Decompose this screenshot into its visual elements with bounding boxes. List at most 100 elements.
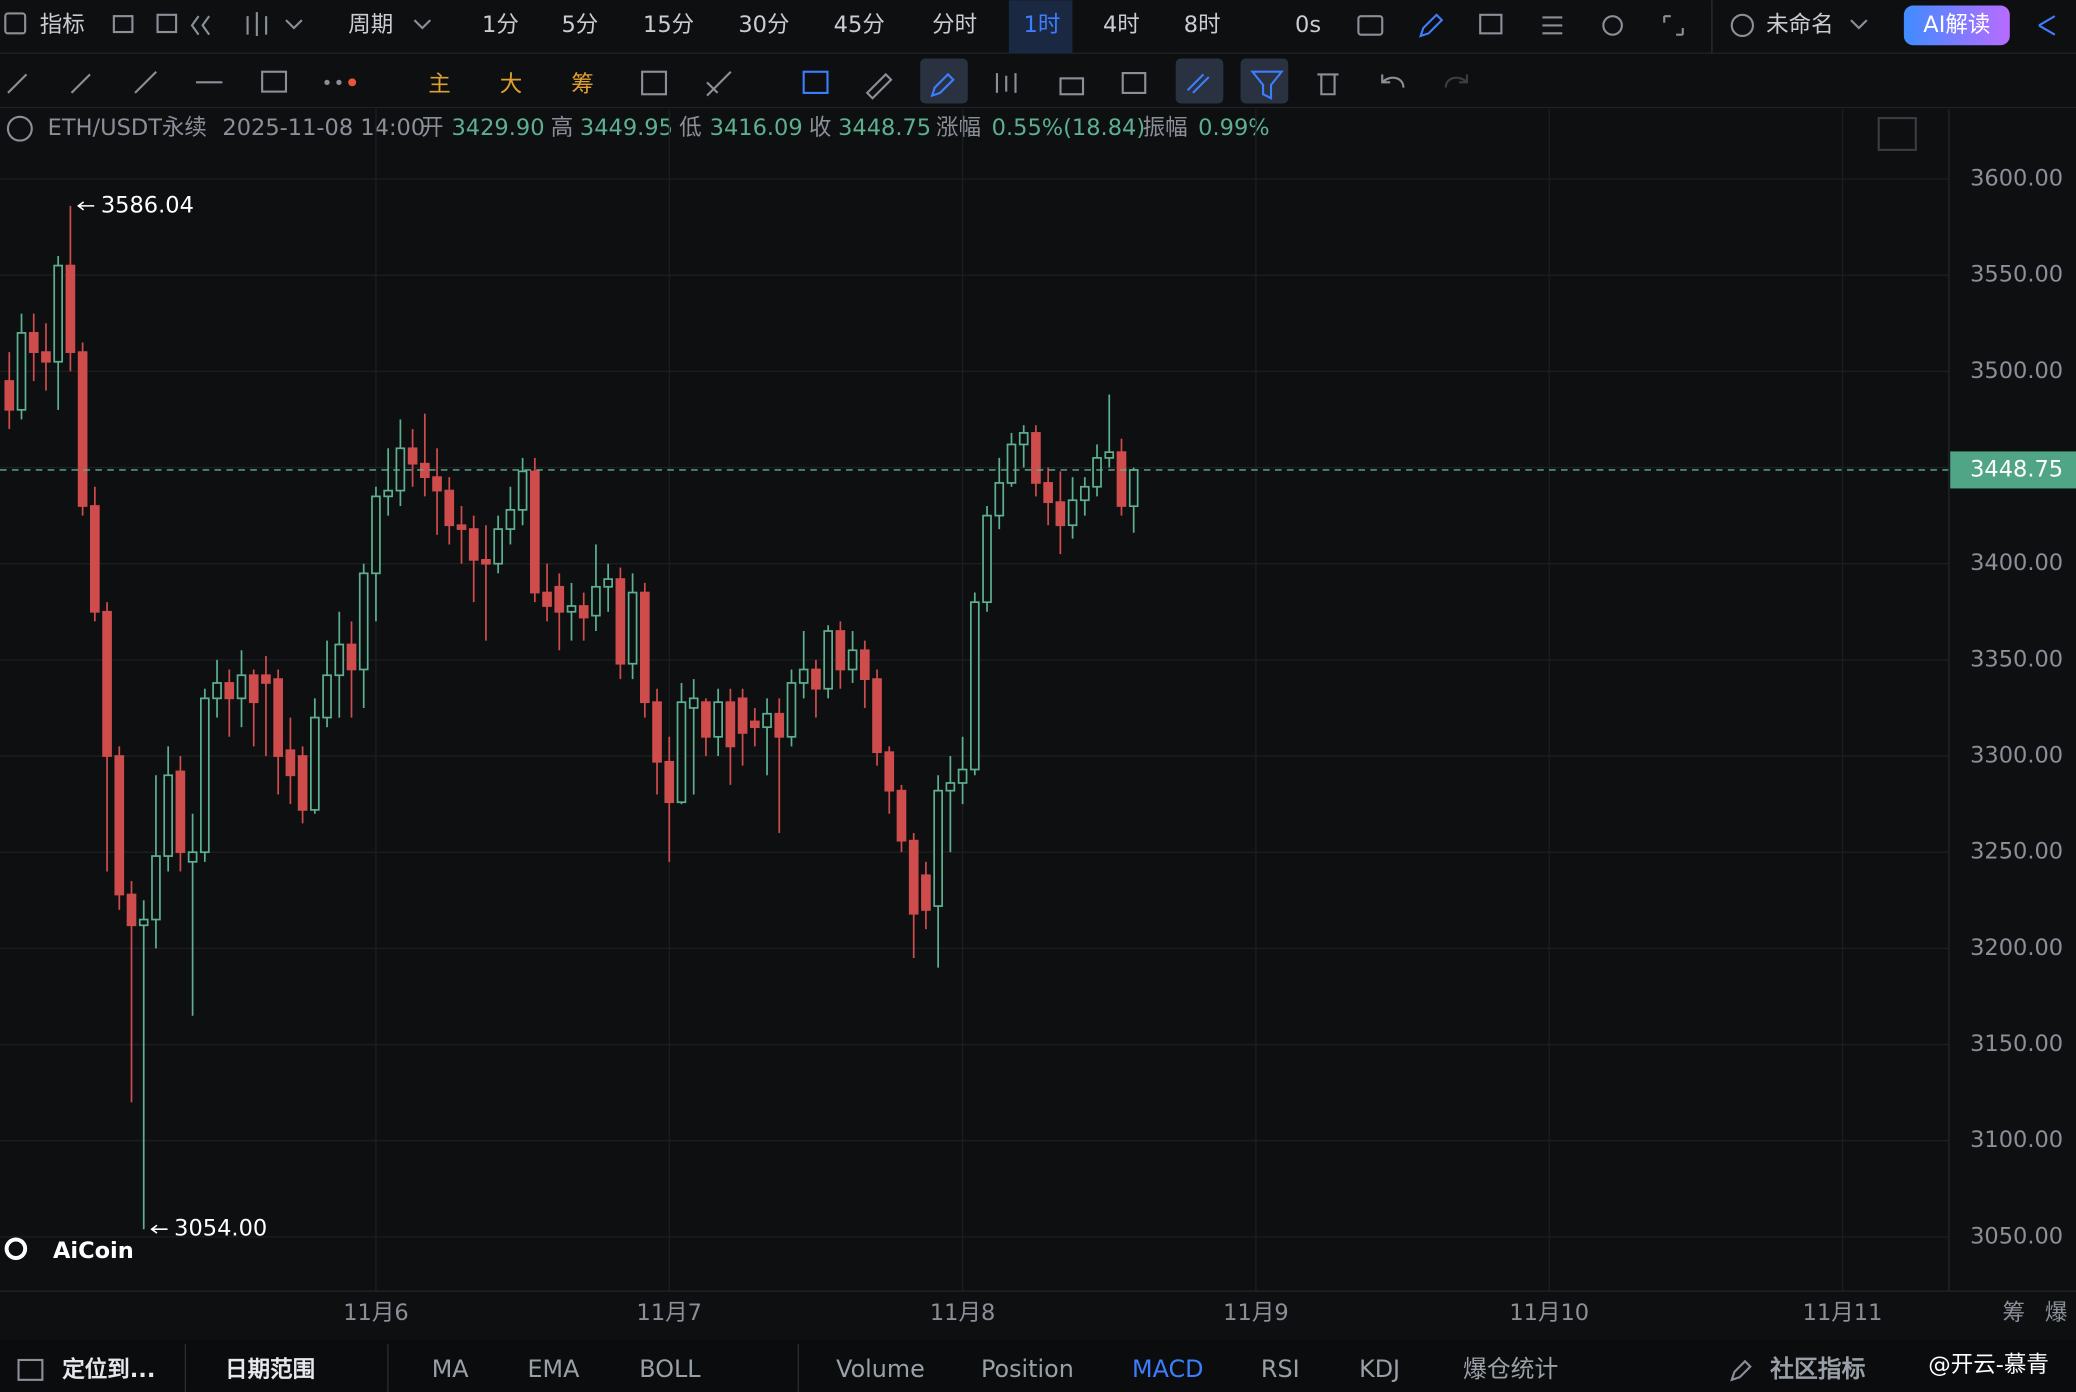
locate-button[interactable]: 定位到... — [62, 1356, 155, 1383]
icon[interactable] — [246, 12, 268, 36]
chevron[interactable] — [1850, 19, 1868, 30]
tool-chip[interactable]: 筹 — [571, 71, 594, 97]
candle-body — [248, 674, 259, 704]
icon[interactable] — [190, 15, 211, 36]
interval[interactable]: 8时 — [1184, 12, 1221, 38]
icon[interactable] — [156, 13, 178, 34]
dot — [324, 79, 330, 85]
icon[interactable] — [1542, 16, 1563, 35]
icon[interactable] — [995, 73, 1017, 93]
pen-icon[interactable] — [930, 72, 955, 98]
candle-body — [346, 643, 357, 671]
candle-body — [725, 701, 736, 748]
interval[interactable]: 1分 — [482, 12, 519, 38]
community-button[interactable]: 社区指标 — [1770, 1355, 1865, 1383]
icon[interactable] — [112, 15, 134, 34]
interval[interactable]: 45分 — [834, 12, 885, 38]
tool-big[interactable]: 大 — [500, 71, 523, 97]
icon[interactable] — [285, 19, 303, 30]
icon[interactable] — [802, 70, 829, 94]
candle-body — [1104, 451, 1115, 459]
share-icon[interactable] — [2038, 15, 2056, 36]
icon[interactable] — [706, 70, 732, 97]
filter-icon[interactable] — [1250, 70, 1284, 100]
candle-body — [957, 768, 968, 784]
tool-main[interactable]: 主 — [428, 71, 451, 97]
credit: @开云-慕青 — [1928, 1352, 2049, 1378]
indicator-tab[interactable]: RSI — [1261, 1355, 1300, 1383]
candle-body — [236, 674, 247, 700]
ai-button[interactable] — [1903, 5, 2010, 46]
interval[interactable]: 15分 — [643, 12, 694, 38]
fullscreen-icon[interactable] — [1663, 15, 1684, 36]
magnet-icon[interactable] — [1186, 73, 1210, 94]
candle-body — [53, 264, 64, 363]
interval-active[interactable]: 1时 — [1024, 12, 1061, 38]
candle-body — [529, 470, 540, 594]
candle-body — [542, 591, 552, 607]
indicator-tab[interactable]: Volume — [836, 1355, 925, 1383]
line-tools[interactable] — [7, 70, 223, 94]
indicator-tab-active[interactable]: MACD — [1132, 1355, 1203, 1383]
settings-icon[interactable] — [1602, 15, 1623, 36]
collapse-icon[interactable] — [6, 115, 33, 142]
candle-body — [41, 351, 51, 363]
candle-body — [273, 678, 284, 757]
ai-button-label[interactable]: AI解读 — [1923, 12, 1990, 38]
candle-body — [811, 668, 821, 690]
icon[interactable] — [1479, 13, 1503, 35]
candle-body — [615, 578, 626, 665]
candle-body — [187, 851, 198, 863]
indicator-tab[interactable]: KDJ — [1359, 1355, 1400, 1383]
undo-icon[interactable] — [1381, 74, 1405, 88]
locate-icon[interactable] — [17, 1358, 44, 1381]
interval[interactable]: 5分 — [561, 12, 598, 38]
indicator-tab[interactable]: MA — [432, 1355, 470, 1383]
icon[interactable] — [1121, 72, 1147, 94]
candle-body — [77, 351, 88, 507]
indicator-button[interactable]: 指标 — [40, 12, 85, 38]
screenshot-icon[interactable] — [1357, 15, 1384, 36]
candle-body — [884, 751, 895, 792]
dot — [348, 78, 357, 87]
axis-button[interactable]: 筹 — [2003, 1300, 2026, 1326]
last-price-tag — [1950, 451, 2076, 489]
layout-name[interactable]: 未命名 — [1766, 12, 1834, 38]
redo-icon[interactable] — [1444, 74, 1469, 88]
candle-body — [444, 489, 455, 527]
icon[interactable] — [641, 70, 668, 96]
indicator-icon[interactable] — [4, 12, 27, 35]
lock-icon[interactable] — [1059, 77, 1085, 96]
ruler-icon[interactable] — [865, 72, 893, 100]
candle-body — [713, 701, 723, 738]
delete-icon[interactable] — [1317, 73, 1339, 96]
draw-icon[interactable] — [1418, 13, 1444, 38]
interval[interactable]: 分时 — [932, 12, 977, 38]
candle-body — [749, 720, 760, 729]
date-range-button[interactable]: 日期范围 — [225, 1357, 315, 1383]
candle-body — [493, 528, 503, 565]
dot — [336, 79, 342, 85]
chevron[interactable] — [413, 19, 432, 30]
interval[interactable]: 30分 — [738, 12, 789, 38]
indicator-tab[interactable]: Position — [981, 1355, 1074, 1383]
top-toolbar: 指标 周期 1分 5分 15分 30分 45分 分时 1时 4时 8时 0s 未… — [0, 0, 2076, 54]
y-tick-label: 3200.00 — [1970, 935, 2063, 961]
tool-active-bg — [1175, 58, 1224, 104]
candle-body — [652, 701, 662, 763]
layout-icon[interactable] — [1877, 117, 1917, 151]
candle-body — [664, 760, 675, 804]
indicator-tab[interactable]: 爆仓统计 — [1463, 1355, 1558, 1383]
indicator-tab[interactable]: BOLL — [639, 1355, 701, 1383]
indicator-tab[interactable]: EMA — [527, 1355, 580, 1383]
edit-icon[interactable] — [1730, 1359, 1752, 1382]
interval[interactable]: 4时 — [1103, 12, 1140, 38]
candle-body — [639, 591, 650, 704]
period-button[interactable]: 周期 — [348, 12, 393, 38]
axis-button[interactable]: 爆 — [2045, 1300, 2068, 1326]
x-tick-label: 11月9 — [1223, 1300, 1288, 1326]
stat-value: 3429.90 — [451, 115, 544, 141]
rect-tool[interactable] — [261, 70, 288, 93]
